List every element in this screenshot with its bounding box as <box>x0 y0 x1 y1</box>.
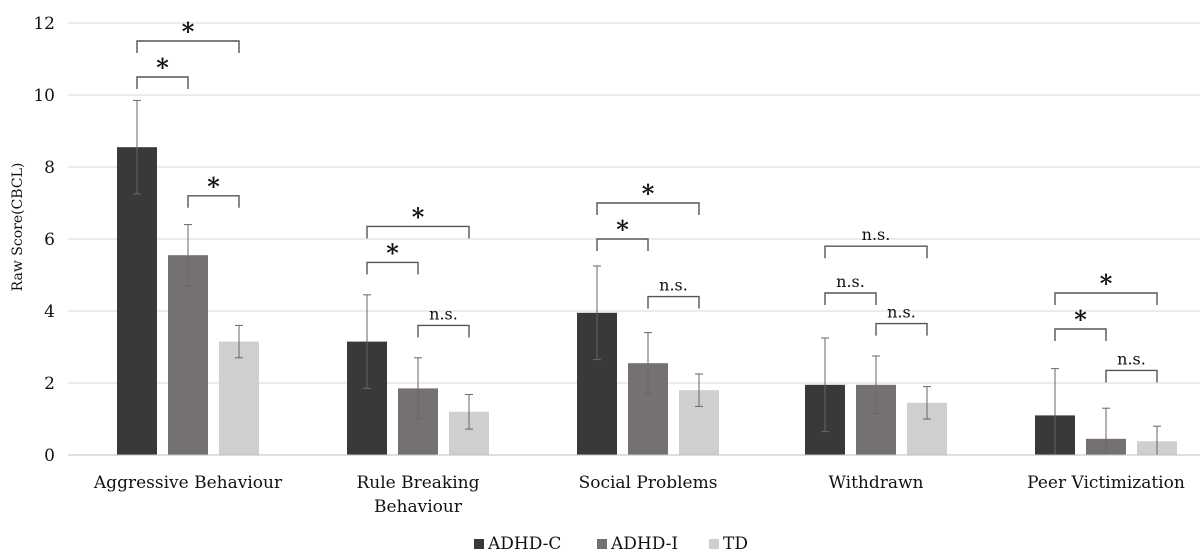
error-bar <box>923 386 931 420</box>
significance-bracket: * <box>596 215 649 251</box>
significance-bracket: * <box>136 17 240 53</box>
x-axis-categories: Aggressive Behaviour Rule Breaking Behavio… <box>93 473 1185 517</box>
bracket-line <box>596 202 700 215</box>
y-tick-label: 6 <box>44 230 55 250</box>
legend-swatch <box>597 539 607 549</box>
error-bar <box>821 337 829 433</box>
bracket-line <box>1054 292 1158 305</box>
significance-bracket: n.s. <box>1105 349 1158 383</box>
x-category-label: Social Problems <box>579 473 718 493</box>
significance-bracket: n.s. <box>824 225 928 259</box>
x-category-label-line: Behaviour <box>374 497 463 517</box>
bracket-line <box>1054 328 1107 341</box>
significance-label: n.s. <box>836 272 865 291</box>
bracket-line <box>136 76 189 89</box>
error-bar <box>184 224 192 287</box>
bracket-line <box>1105 369 1158 383</box>
significance-brackets: * * * * * n.s. * * n.s. n.s. n.s. n.s. * * n.s. <box>136 17 1158 383</box>
significance-bracket: * <box>596 179 700 215</box>
significance-bracket: n.s. <box>647 276 700 309</box>
bracket-line <box>875 322 928 336</box>
x-category-label-line: Withdrawn <box>828 473 923 493</box>
legend-swatch <box>474 539 484 549</box>
significance-label: * <box>182 17 195 46</box>
x-category-label-line: Rule Breaking <box>356 473 479 493</box>
y-axis-ticks: 0 2 4 6 8 10 12 <box>33 14 55 466</box>
bar-adhd-c <box>117 147 157 455</box>
x-category-label-line: Peer Victimization <box>1027 473 1185 493</box>
error-bar <box>644 332 652 395</box>
significance-bracket: * <box>366 238 419 275</box>
legend-label: ADHD-C <box>487 534 561 554</box>
y-tick-label: 0 <box>44 446 55 466</box>
significance-bracket: * <box>366 202 470 239</box>
x-category-label: Aggressive Behaviour <box>93 473 283 493</box>
significance-bracket: * <box>1054 305 1107 341</box>
significance-bracket: n.s. <box>875 303 928 336</box>
significance-label: * <box>642 179 655 208</box>
significance-label: * <box>386 238 399 267</box>
x-category-label-line: Social Problems <box>579 473 718 493</box>
significance-label: n.s. <box>429 304 458 323</box>
y-tick-label: 2 <box>44 374 55 394</box>
bracket-line <box>647 295 700 309</box>
bracket-line <box>417 324 470 338</box>
bracket-line <box>187 195 240 208</box>
y-axis-title: Raw Score(CBCL) <box>10 163 26 292</box>
bracket-line <box>366 261 419 275</box>
legend-item-adhd-i: ADHD-I <box>597 534 678 554</box>
error-bar <box>593 265 601 361</box>
significance-label: n.s. <box>1117 349 1146 368</box>
x-category-label-line: Aggressive Behaviour <box>93 473 283 493</box>
y-tick-label: 8 <box>44 158 55 178</box>
significance-bracket: n.s. <box>824 272 877 305</box>
significance-label: * <box>207 172 220 201</box>
significance-bracket: n.s. <box>417 304 470 338</box>
error-bar <box>363 294 371 389</box>
bracket-line <box>596 238 649 251</box>
bar-td <box>219 341 259 455</box>
legend-label: ADHD-I <box>610 534 678 554</box>
x-category-label: Withdrawn <box>828 473 923 493</box>
significance-label: n.s. <box>659 276 688 295</box>
error-bar <box>235 324 243 359</box>
significance-bracket: * <box>136 53 189 89</box>
error-bar <box>133 99 141 195</box>
x-category-label: Peer Victimization <box>1027 473 1185 493</box>
y-tick-label: 4 <box>44 302 55 322</box>
legend-label: TD <box>723 534 748 554</box>
legend: ADHD-C ADHD-I TD <box>474 534 748 554</box>
bracket-line <box>824 245 928 259</box>
x-category-label: Rule Breaking Behaviour <box>356 473 479 517</box>
legend-item-td: TD <box>709 534 748 554</box>
significance-bracket: * <box>187 172 240 208</box>
bracket-line <box>366 225 470 239</box>
bracket-line <box>136 40 240 53</box>
significance-label: * <box>1074 305 1087 334</box>
bar-adhd-i <box>168 255 208 455</box>
y-tick-label: 12 <box>33 14 55 34</box>
y-tick-label: 10 <box>33 86 55 106</box>
legend-swatch <box>709 539 719 549</box>
error-bars <box>133 99 1161 456</box>
legend-item-adhd-c: ADHD-C <box>474 534 561 554</box>
significance-label: n.s. <box>862 225 891 244</box>
significance-label: * <box>412 202 425 231</box>
significance-label: * <box>1100 269 1113 298</box>
error-bar <box>872 355 880 415</box>
significance-label: * <box>616 215 629 244</box>
bracket-line <box>824 292 877 305</box>
error-bar <box>695 373 703 407</box>
significance-label: n.s. <box>887 303 916 322</box>
significance-label: * <box>156 53 169 82</box>
significance-bracket: * <box>1054 269 1158 305</box>
error-bar <box>465 394 473 430</box>
error-bar <box>414 357 422 420</box>
